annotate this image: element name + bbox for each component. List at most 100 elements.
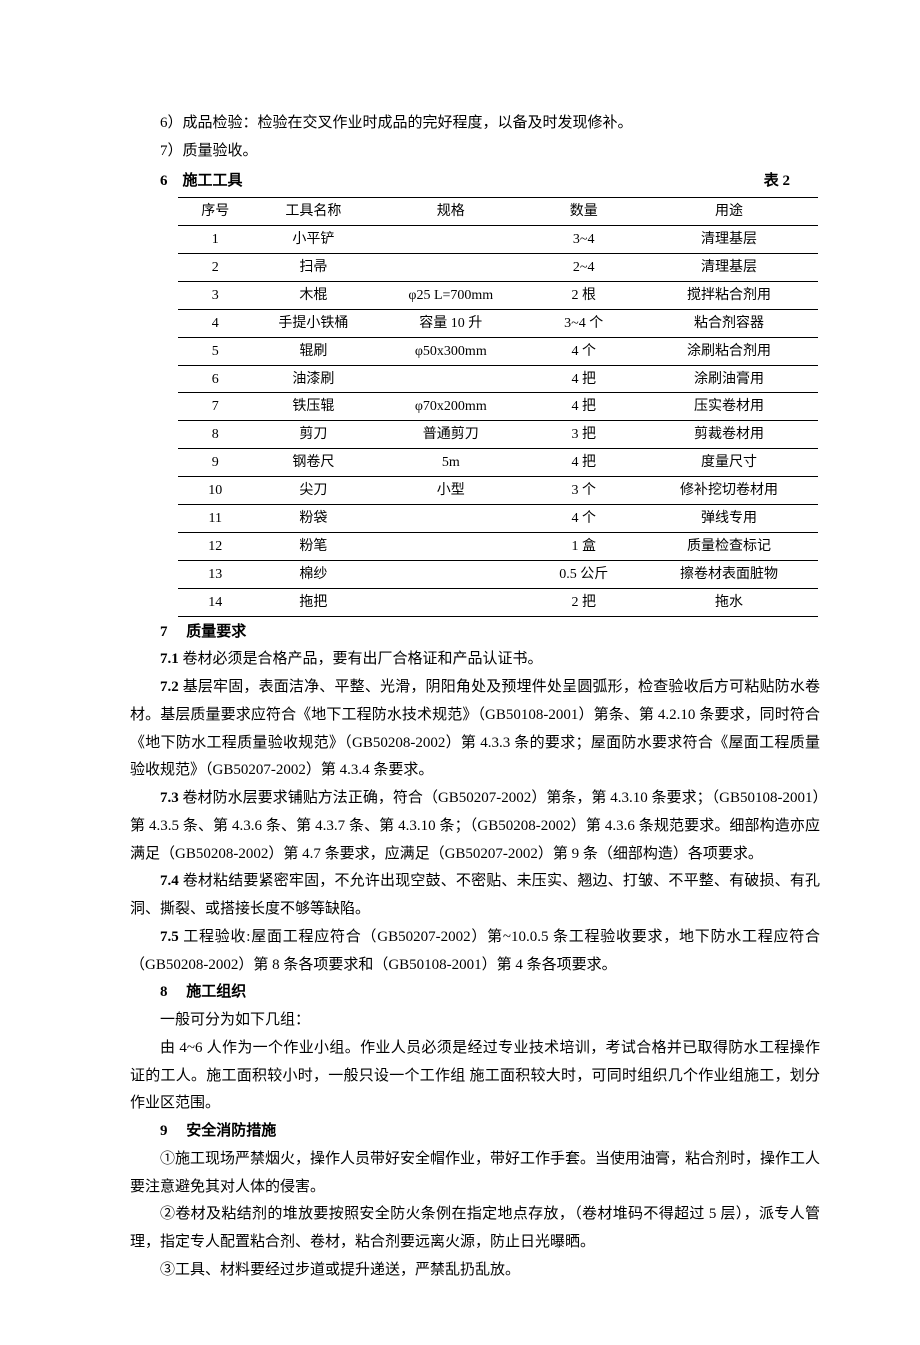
item-text: 工程验收:屋面工程应符合（GB50207-2002）第~10.0.5 条工程验收… <box>130 929 820 973</box>
table-cell: 1 <box>178 226 253 254</box>
table-cell: 钢卷尺 <box>253 449 375 477</box>
table-cell: 质量检查标记 <box>640 532 818 560</box>
table-cell: 铁压辊 <box>253 393 375 421</box>
table-cell: 弹线专用 <box>640 505 818 533</box>
table-cell: 9 <box>178 449 253 477</box>
table-cell: 2~4 <box>527 254 640 282</box>
item-num: 7.4 <box>160 873 179 889</box>
section-7-item: 7.2 基层牢固，表面洁净、平整、光滑，阴阳角处及预埋件处呈圆弧形，检查验收后方… <box>130 674 820 785</box>
table-cell: 4 <box>178 309 253 337</box>
table-row: 13棉纱 0.5 公斤擦卷材表面脏物 <box>178 560 818 588</box>
table-cell: 8 <box>178 421 253 449</box>
table-cell: 1 盒 <box>527 532 640 560</box>
table-row: 7铁压辊φ70x200mm4 把压实卷材用 <box>178 393 818 421</box>
table-cell: φ70x200mm <box>374 393 527 421</box>
section-7-num: 7 <box>160 624 168 640</box>
table-cell: 木棍 <box>253 281 375 309</box>
table-row: 4手提小铁桶容量 10 升3~4 个粘合剂容器 <box>178 309 818 337</box>
table-cell: 棉纱 <box>253 560 375 588</box>
col-header-qty: 数量 <box>527 198 640 226</box>
table-cell: 14 <box>178 588 253 616</box>
table-cell: 粉袋 <box>253 505 375 533</box>
section-9-para: ②卷材及粘结剂的堆放要按照安全防火条例在指定地点存放，（卷材堆码不得超过 5 层… <box>130 1201 820 1257</box>
table-cell: 涂刷油膏用 <box>640 365 818 393</box>
table-cell: 6 <box>178 365 253 393</box>
table-cell <box>374 532 527 560</box>
table-cell: 尖刀 <box>253 477 375 505</box>
section-8-para: 由 4~6 人作为一个作业小组。作业人员必须是经过专业技术培训，考试合格并已取得… <box>130 1035 820 1118</box>
section-9-title: 安全消防措施 <box>186 1123 276 1139</box>
table-cell: 清理基层 <box>640 226 818 254</box>
item-text: 卷材粘结要紧密牢固，不允许出现空鼓、不密贴、未压实、翘边、打皱、不平整、有破损、… <box>130 873 820 917</box>
table-cell: 剪刀 <box>253 421 375 449</box>
table-cell: 2 根 <box>527 281 640 309</box>
table-cell: 0.5 公斤 <box>527 560 640 588</box>
table-cell: 7 <box>178 393 253 421</box>
table-cell: 3~4 个 <box>527 309 640 337</box>
table-cell: 2 <box>178 254 253 282</box>
table-cell: 压实卷材用 <box>640 393 818 421</box>
table-cell: 搅拌粘合剂用 <box>640 281 818 309</box>
item-text: 基层牢固，表面洁净、平整、光滑，阴阳角处及预埋件处呈圆弧形，检查验收后方可粘贴防… <box>130 679 820 778</box>
col-header-seq: 序号 <box>178 198 253 226</box>
section-9-heading: 9 安全消防措施 <box>130 1118 820 1146</box>
table-cell: 手提小铁桶 <box>253 309 375 337</box>
table-cell <box>374 365 527 393</box>
section-6-header: 6 施工工具 表 2 <box>130 168 820 196</box>
table-cell: 3~4 <box>527 226 640 254</box>
table-cell: 12 <box>178 532 253 560</box>
section-7-title: 质量要求 <box>186 624 246 640</box>
table-row: 14拖把2 把拖水 <box>178 588 818 616</box>
table-row: 3木棍φ25 L=700mm2 根搅拌粘合剂用 <box>178 281 818 309</box>
col-header-name: 工具名称 <box>253 198 375 226</box>
col-header-spec: 规格 <box>374 198 527 226</box>
table-cell: 4 把 <box>527 393 640 421</box>
table-cell: 4 把 <box>527 365 640 393</box>
col-header-use: 用途 <box>640 198 818 226</box>
table-cell: 普通剪刀 <box>374 421 527 449</box>
item-text: 卷材防水层要求铺贴方法正确，符合（GB50207-2002）第条，第 4.3.1… <box>130 790 820 862</box>
section-8-para: 一般可分为如下几组： <box>130 1007 820 1035</box>
table-cell: 油漆刷 <box>253 365 375 393</box>
table-row: 10尖刀小型3 个修补挖切卷材用 <box>178 477 818 505</box>
table-row: 8剪刀普通剪刀3 把剪裁卷材用 <box>178 421 818 449</box>
table-cell: φ25 L=700mm <box>374 281 527 309</box>
table-cell: 剪裁卷材用 <box>640 421 818 449</box>
item-text: 卷材必须是合格产品，要有出厂合格证和产品认证书。 <box>183 651 543 667</box>
table-cell: 修补挖切卷材用 <box>640 477 818 505</box>
table-cell: 4 个 <box>527 505 640 533</box>
table-row: 2扫帚 2~4清理基层 <box>178 254 818 282</box>
section-8-title: 施工组织 <box>186 984 246 1000</box>
item-num: 7.2 <box>160 679 179 695</box>
table-cell: 粘合剂容器 <box>640 309 818 337</box>
pre-item-6: 6）成品检验：检验在交叉作业时成品的完好程度，以备及时发现修补。 <box>130 110 820 138</box>
table-cell: 度量尺寸 <box>640 449 818 477</box>
table-cell: 4 个 <box>527 337 640 365</box>
section-6-num: 6 <box>160 168 168 196</box>
section-9-para: ③工具、材料要经过步道或提升递送，严禁乱扔乱放。 <box>130 1257 820 1285</box>
table-cell: 涂刷粘合剂用 <box>640 337 818 365</box>
table-row: 12粉笔 1 盒质量检查标记 <box>178 532 818 560</box>
table-cell: 容量 10 升 <box>374 309 527 337</box>
table-cell: 清理基层 <box>640 254 818 282</box>
table-cell: 4 把 <box>527 449 640 477</box>
table-cell: 粉笔 <box>253 532 375 560</box>
table-cell: 扫帚 <box>253 254 375 282</box>
table-cell: 13 <box>178 560 253 588</box>
pre-item-7: 7）质量验收。 <box>130 138 820 166</box>
table-cell: 3 把 <box>527 421 640 449</box>
table-cell: 5m <box>374 449 527 477</box>
item-num: 7.5 <box>160 929 179 945</box>
table-cell <box>374 560 527 588</box>
table-cell: 擦卷材表面脏物 <box>640 560 818 588</box>
table-row: 6油漆刷 4 把涂刷油膏用 <box>178 365 818 393</box>
document-page: 6）成品检验：检验在交叉作业时成品的完好程度，以备及时发现修补。 7）质量验收。… <box>0 0 920 1345</box>
table-cell: 11 <box>178 505 253 533</box>
table-row: 9钢卷尺5m4 把度量尺寸 <box>178 449 818 477</box>
table-row: 1小平铲3~4清理基层 <box>178 226 818 254</box>
table-cell: 小型 <box>374 477 527 505</box>
item-num: 7.3 <box>160 790 179 806</box>
table-cell: 辊刷 <box>253 337 375 365</box>
section-7-item: 7.4 卷材粘结要紧密牢固，不允许出现空鼓、不密贴、未压实、翘边、打皱、不平整、… <box>130 868 820 924</box>
table-cell: 10 <box>178 477 253 505</box>
